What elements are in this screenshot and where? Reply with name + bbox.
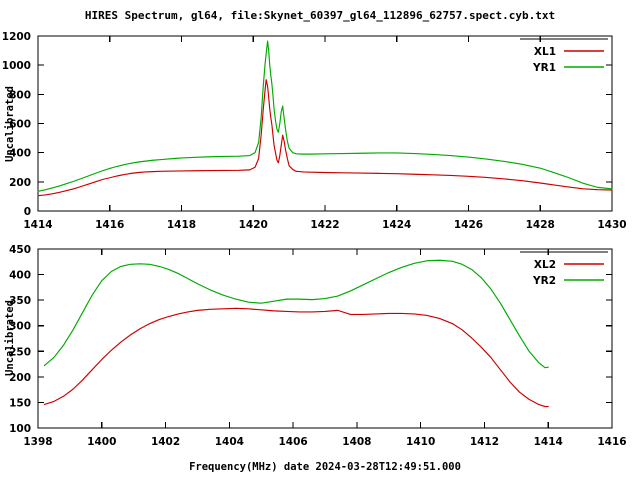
- bottom-xtick-label: 1406: [278, 436, 307, 448]
- top-ytick-label: 200: [9, 177, 31, 189]
- bottom-xtick-label: 1408: [342, 436, 371, 448]
- bottom-ytick-label: 100: [9, 423, 31, 435]
- top-ytick-label: 800: [9, 89, 31, 101]
- bottom-xtick-label: 1414: [534, 436, 563, 448]
- bottom-xtick-label: 1404: [215, 436, 244, 448]
- top-legend-label-yr1: YR1: [532, 62, 556, 74]
- top-xtick-label: 1430: [597, 219, 626, 231]
- top-xtick-label: 1428: [526, 219, 555, 231]
- bottom-xtick-label: 1416: [597, 436, 626, 448]
- bottom-series-yr2: [43, 259, 549, 369]
- top-xtick-label: 1426: [454, 219, 483, 231]
- top-xtick-label: 1420: [239, 219, 268, 231]
- bottom-series-xl2: [43, 307, 549, 408]
- bottom-xtick-label: 1410: [406, 436, 435, 448]
- bottom-xtick-label: 1412: [470, 436, 499, 448]
- top-legend-label-xl1: XL1: [534, 46, 556, 58]
- top-y-axis-title: Uncalibrated: [4, 86, 16, 162]
- page-title: HIRES Spectrum, gl64, file:Skynet_60397_…: [85, 9, 555, 22]
- bottom-legend-label-xl2: XL2: [534, 259, 556, 271]
- bottom-ytick-label: 400: [9, 270, 31, 282]
- top-xtick-label: 1416: [95, 219, 124, 231]
- top-xtick-label: 1414: [23, 219, 52, 231]
- bottom-xtick-label: 1398: [23, 436, 52, 448]
- bottom-ytick-label: 300: [9, 321, 31, 333]
- bottom-xtick-label: 1402: [151, 436, 180, 448]
- top-series-yr1: [37, 40, 613, 192]
- top-series-xl1: [37, 79, 613, 197]
- bottom-ytick-label: 200: [9, 372, 31, 384]
- top-ytick-label: 400: [9, 148, 31, 160]
- top-ytick-label: 1000: [2, 60, 31, 72]
- top-panel: 1414 1416 1418 1420 1422 1424 1426 1428 1430 0 200…: [2, 31, 627, 231]
- bottom-ytick-label: 450: [9, 244, 31, 256]
- bottom-plot-frame: [37, 248, 613, 429]
- top-xtick-label: 1422: [310, 219, 339, 231]
- bottom-xtick-label: 1400: [87, 436, 116, 448]
- bottom-legend-label-yr2: YR2: [532, 275, 556, 287]
- top-ytick-label: 1200: [2, 31, 31, 43]
- bottom-panel: 1398 1400 1402 1404 1406 1408 1410 1412 1414 1416…: [4, 244, 627, 473]
- x-axis-title: Frequency(MHz) date 2024-03-28T12:49:51.…: [189, 461, 461, 473]
- bottom-ytick-label: 350: [9, 295, 31, 307]
- bottom-ytick-label: 150: [9, 397, 31, 409]
- bottom-y-axis-title: Uncalibrated: [4, 300, 16, 376]
- bottom-ytick-label: 250: [9, 346, 31, 358]
- top-ytick-label: 600: [9, 119, 31, 131]
- top-ytick-label: 0: [24, 206, 31, 218]
- top-xtick-label: 1424: [382, 219, 411, 231]
- top-xtick-label: 1418: [167, 219, 196, 231]
